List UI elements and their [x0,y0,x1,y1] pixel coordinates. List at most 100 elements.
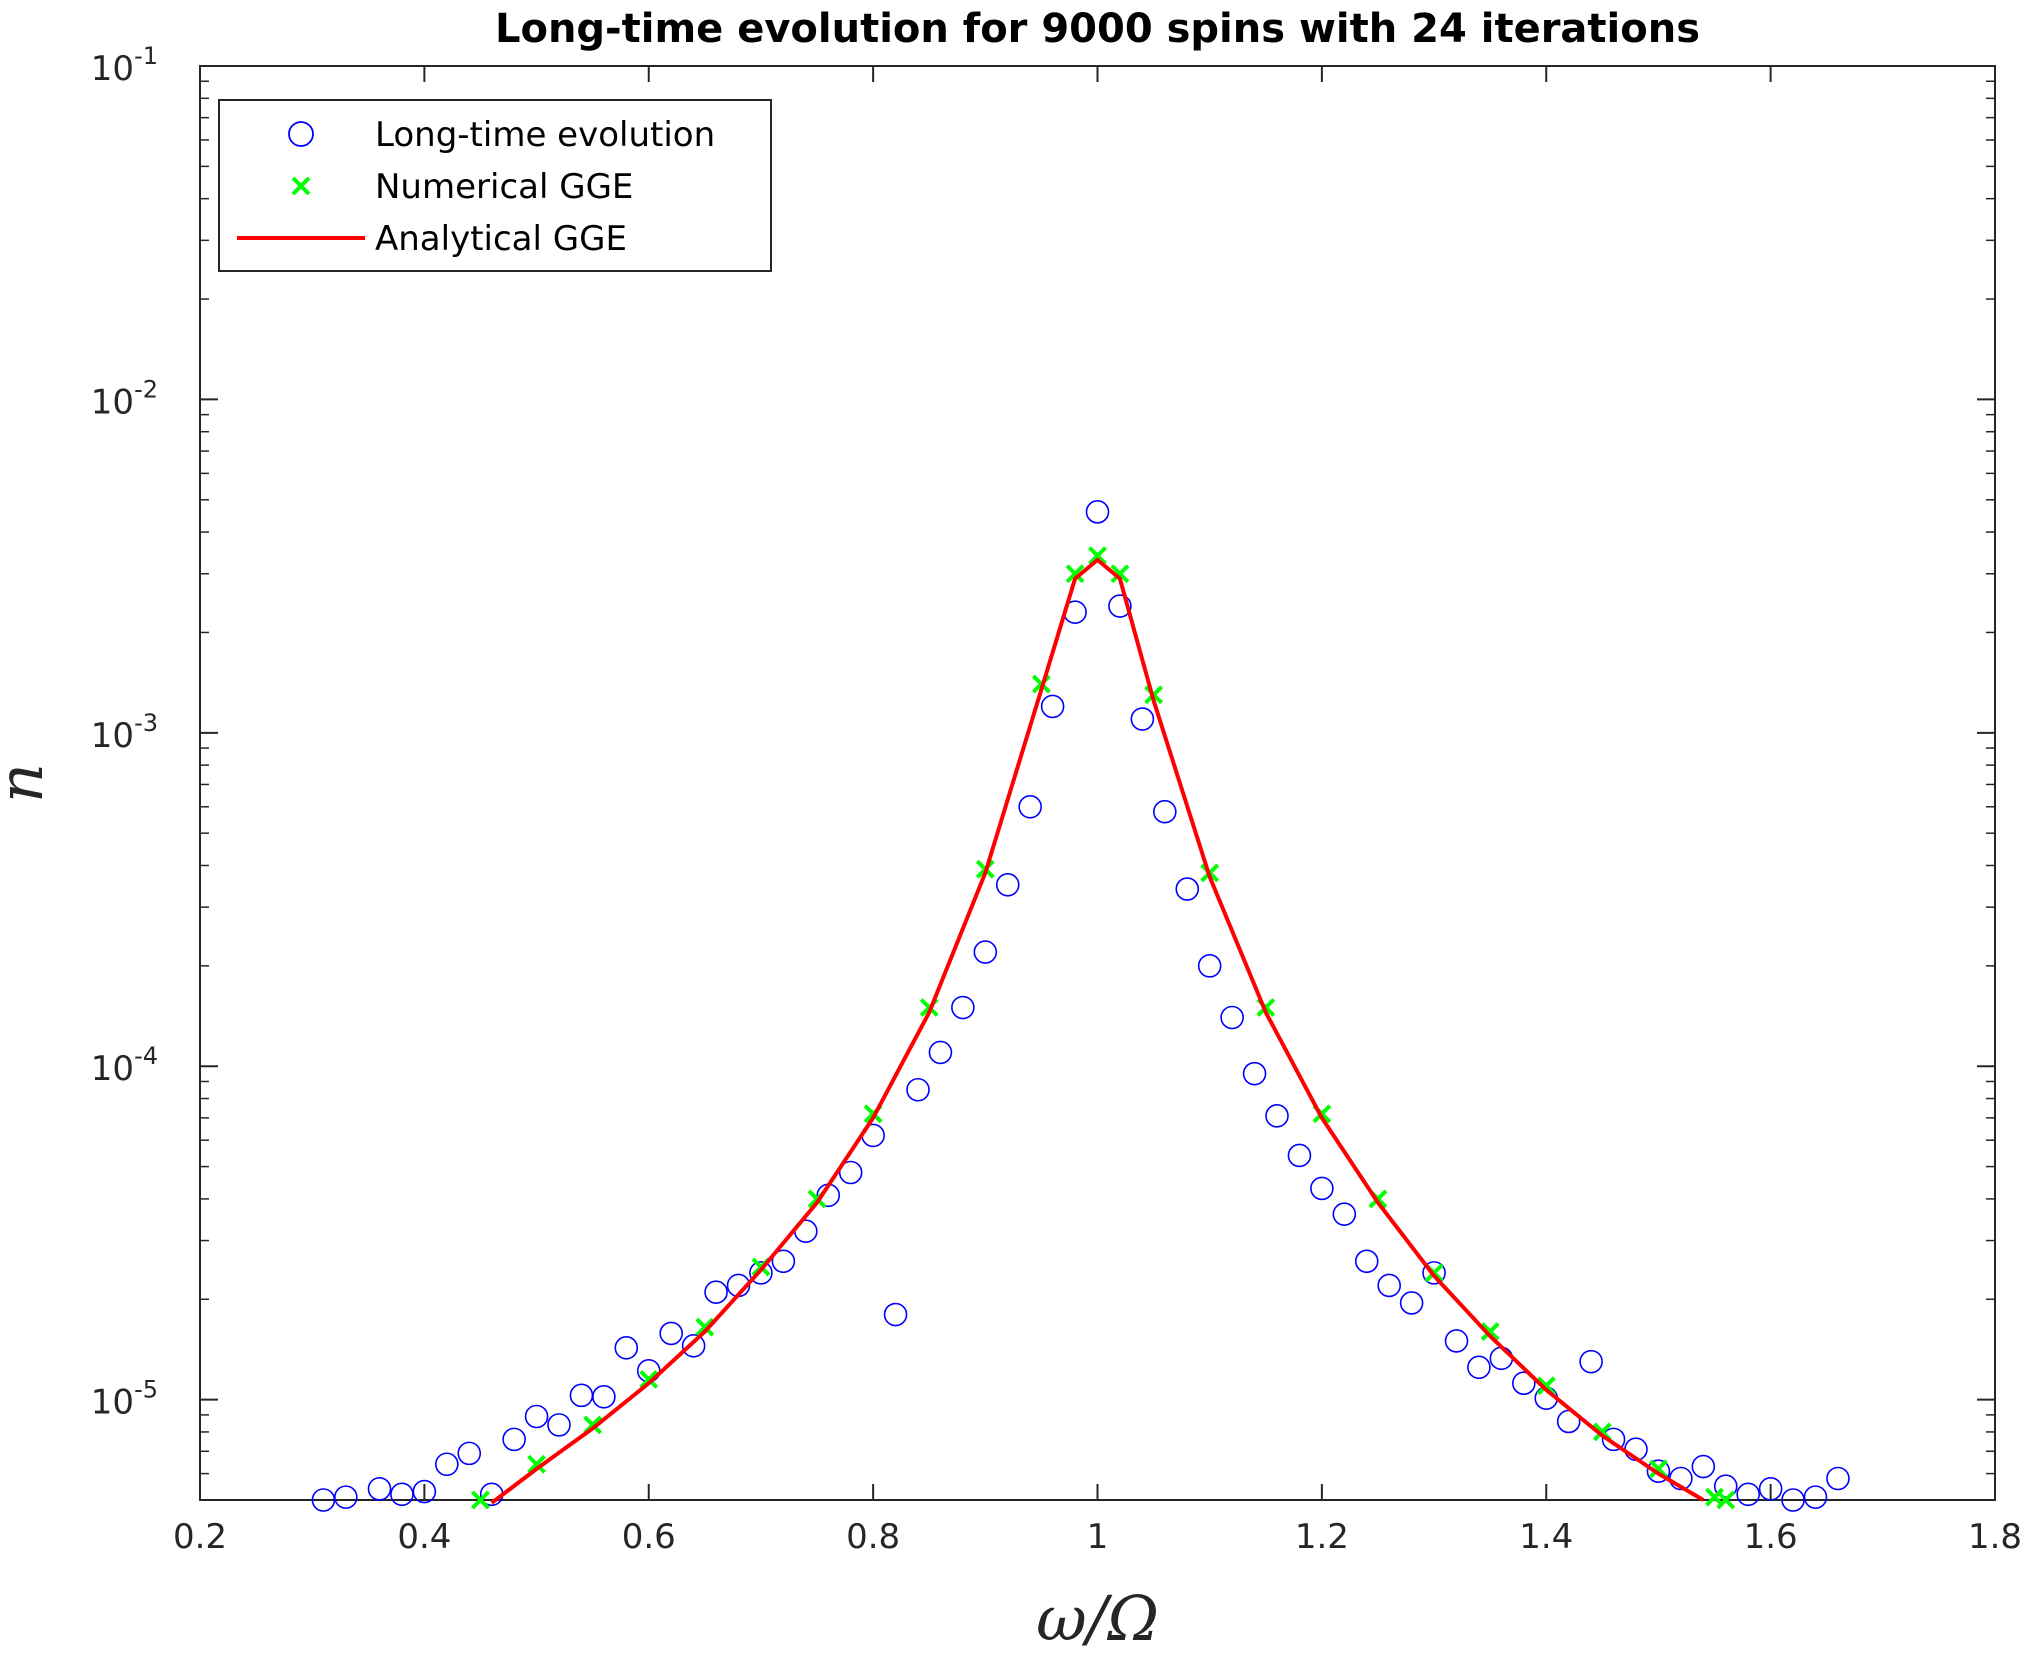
data-point-long-time-evolution [951,995,975,1020]
data-point-numerical-gge [1480,1322,1500,1341]
x-marker-stroke [527,1454,546,1474]
data-point-numerical-gge [1716,1490,1736,1510]
x-tick-label: 1.4 [1519,1517,1573,1557]
x-tick-label: 0.4 [397,1517,451,1557]
y-tick-label: 10-5 [91,1376,158,1423]
data-point-long-time-evolution [681,1334,706,1358]
x-tick-label: 0.8 [846,1517,900,1557]
x-tick-label: 0.6 [622,1517,676,1557]
x-marker-stroke [1536,1376,1556,1396]
y-tick-base: 10 [91,382,134,422]
data-point-numerical-gge [471,1490,490,1510]
y-tick-label: 10-1 [91,42,158,89]
data-point-long-time-evolution [1354,1249,1379,1274]
y-tick-base: 10 [91,716,134,756]
data-point-long-time-evolution [928,1040,953,1065]
y-tick-exponent: -2 [134,375,158,403]
data-point-long-time-evolution [1130,707,1155,731]
data-point-long-time-evolution [1197,954,1222,978]
x-marker-stroke [1088,546,1107,566]
data-point-long-time-evolution [1018,794,1042,819]
y-axis-label: n [0,763,57,803]
data-point-numerical-gge [527,1454,546,1474]
data-point-long-time-evolution [1040,694,1065,719]
data-point-long-time-evolution [1332,1202,1357,1226]
x-marker-stroke [639,1369,659,1389]
x-marker-stroke [1368,1189,1388,1209]
data-point-long-time-evolution [749,1261,773,1285]
y-tick-label: 10-2 [91,375,158,422]
data-point-long-time-evolution [614,1336,639,1360]
plot-area [199,65,1996,1501]
y-tick-exponent: -3 [134,709,158,737]
x-marker-stroke [1065,564,1085,584]
data-point-long-time-evolution [592,1384,616,1409]
data-point-numerical-gge [1110,564,1130,584]
x-marker-stroke [1649,1459,1668,1479]
data-point-long-time-evolution [547,1413,571,1437]
y-tick-label: 10-4 [91,1042,158,1089]
data-point-long-time-evolution [1736,1482,1760,1507]
data-point-long-time-evolution [1377,1273,1401,1298]
y-tick-base: 10 [91,1049,134,1089]
x-tick-label: 1.6 [1744,1517,1798,1557]
data-point-long-time-evolution [838,1160,863,1185]
x-marker-stroke [1480,1322,1500,1341]
data-point-long-time-evolution [334,1485,358,1509]
legend: Long-time evolution Numerical GGE Analytic… [218,99,772,272]
data-point-long-time-evolution [906,1077,930,1102]
x-marker-stroke [471,1490,490,1510]
data-point-long-time-evolution [502,1427,526,1452]
x-marker-stroke [1716,1490,1736,1510]
data-point-long-time-evolution [435,1452,459,1477]
y-tick-exponent: -4 [134,1042,158,1070]
x-tick-label: 0.2 [173,1517,227,1557]
y-tick-exponent: -1 [134,42,158,70]
data-point-long-time-evolution [883,1302,908,1327]
data-point-numerical-gge [1065,564,1085,584]
data-point-numerical-gge [1088,546,1107,566]
data-point-long-time-evolution [367,1477,392,1501]
data-point-long-time-evolution [1108,594,1132,618]
y-tick-label: 10-3 [91,709,158,756]
data-point-long-time-evolution [659,1321,683,1346]
x-tick-label: 1.2 [1295,1517,1349,1557]
data-point-long-time-evolution [1444,1329,1469,1353]
data-point-long-time-evolution [1287,1143,1312,1168]
data-point-long-time-evolution [1242,1061,1267,1086]
data-point-long-time-evolution [1646,1459,1671,1484]
data-point-long-time-evolution [412,1479,437,1504]
chart-title: Long-time evolution for 9000 spins with … [495,6,1700,52]
legend-label: Long-time evolution [375,115,715,155]
data-point-long-time-evolution [524,1404,549,1429]
data-point-long-time-evolution [704,1280,728,1305]
data-point-numerical-gge [639,1369,659,1389]
data-point-long-time-evolution [1422,1261,1446,1285]
data-point-long-time-evolution [1758,1477,1783,1501]
data-point-long-time-evolution [1826,1466,1850,1491]
data-point-long-time-evolution [1601,1427,1626,1452]
data-point-long-time-evolution [1691,1454,1716,1479]
data-point-long-time-evolution [1579,1349,1603,1374]
data-point-numerical-gge [1536,1376,1556,1396]
legend-marker-circle [288,121,314,147]
data-point-long-time-evolution [771,1249,796,1274]
data-point-long-time-evolution [1085,500,1110,524]
axis-ticks: 0.2 0.4 0.6 0.8 1 1.2 1.4 1.6 1.810-110-210-310-… [91,42,2022,1557]
data-point-long-time-evolution [1803,1485,1828,1509]
data-point-long-time-evolution [1175,877,1200,901]
data-point-long-time-evolution [1153,799,1177,824]
data-point-long-time-evolution [1220,1005,1244,1030]
data-point-long-time-evolution [973,940,998,964]
legend-label: Numerical GGE [375,167,633,207]
legend-marker-x [291,176,311,196]
y-tick-exponent: -5 [134,1376,158,1404]
plot-frame [199,65,1996,1501]
y-tick-base: 10 [91,1383,134,1423]
data-point-long-time-evolution [995,873,1020,897]
series-line-analytical-gge [490,557,1705,1505]
chart-marks [311,500,1850,1512]
x-marker-stroke [695,1317,715,1337]
y-tick-base: 10 [91,49,134,89]
